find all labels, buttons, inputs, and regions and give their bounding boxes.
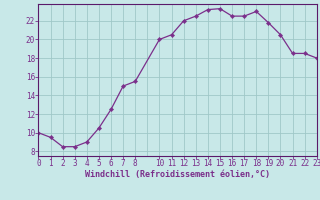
X-axis label: Windchill (Refroidissement éolien,°C): Windchill (Refroidissement éolien,°C) bbox=[85, 170, 270, 179]
